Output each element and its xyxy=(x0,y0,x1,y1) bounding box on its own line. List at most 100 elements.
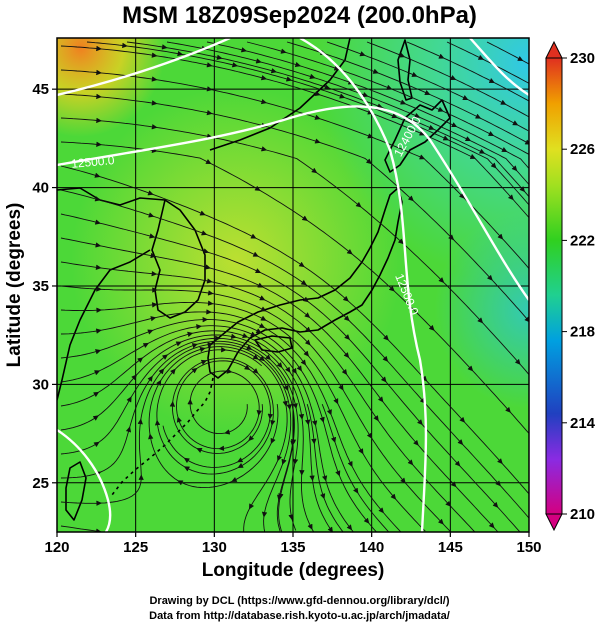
streamline-arrow xyxy=(309,73,316,79)
streamline-arrow xyxy=(147,329,154,335)
streamline-arrow xyxy=(338,384,344,391)
streamline-arrow xyxy=(408,195,414,202)
streamline-arrow xyxy=(497,458,503,465)
streamline-arrow xyxy=(191,367,198,374)
streamline-arrow xyxy=(299,469,305,476)
streamline-arrow xyxy=(261,146,268,152)
streamline-arrow xyxy=(515,359,521,365)
streamline-arrow xyxy=(94,219,101,225)
streamline-arrow xyxy=(519,186,526,193)
streamline-arrow xyxy=(151,302,158,308)
streamline-arrow xyxy=(278,493,284,500)
streamline-arrow xyxy=(201,230,208,236)
streamline-arrow xyxy=(95,349,102,355)
streamline-arrow xyxy=(343,352,350,359)
streamline-arrow xyxy=(488,78,495,83)
colorbar-scale xyxy=(545,57,563,515)
streamline xyxy=(60,525,105,532)
streamline-arrow xyxy=(391,113,398,119)
streamline-arrow xyxy=(428,125,435,130)
streamline-arrow xyxy=(314,138,321,144)
streamline-arrow xyxy=(400,477,406,484)
x-tick-label: 145 xyxy=(438,539,463,556)
streamline-arrow xyxy=(305,339,311,346)
streamline-arrow xyxy=(96,500,103,506)
streamline-arrow xyxy=(457,439,464,446)
streamline-arrow xyxy=(259,355,266,362)
streamline-arrow xyxy=(231,477,238,482)
streamline-arrow xyxy=(280,48,287,54)
x-tick-label: 150 xyxy=(516,539,541,556)
streamline-arrow xyxy=(151,100,158,106)
streamline-arrow xyxy=(292,458,299,465)
streamline-arrow xyxy=(359,51,366,57)
streamline-arrow xyxy=(137,418,143,425)
streamline-arrow xyxy=(95,264,102,270)
streamline-arrow xyxy=(505,407,511,413)
streamline-arrow xyxy=(500,100,507,105)
streamline xyxy=(60,285,452,532)
contour-line-1 xyxy=(57,38,231,97)
y-tick-label: 45 xyxy=(32,81,49,98)
streamline-arrow xyxy=(294,62,301,68)
streamline-arrow xyxy=(344,315,350,322)
streamline-arrow xyxy=(292,403,298,410)
streamline-arrow xyxy=(95,328,102,334)
streamline-arrow xyxy=(298,261,305,268)
streamline-arrow xyxy=(94,172,101,178)
streamline xyxy=(60,337,299,531)
streamline xyxy=(126,41,529,198)
streamline-arrow xyxy=(256,409,262,416)
streamline-arrow xyxy=(94,370,101,375)
streamline xyxy=(60,301,426,532)
streamline-arrow xyxy=(255,58,262,64)
x-axis-title: Longitude (degrees) xyxy=(202,560,385,581)
streamline-arrow xyxy=(152,287,158,293)
streamline-arrow xyxy=(207,300,214,306)
streamline-arrow xyxy=(244,364,251,370)
streamline-arrow xyxy=(183,466,190,472)
streamline-arrow xyxy=(214,335,221,341)
streamline-arrow xyxy=(524,139,529,145)
streamline-arrow xyxy=(398,238,404,245)
streamline-arrow xyxy=(232,62,239,68)
streamline-arrow xyxy=(347,461,353,468)
streamline-arrow xyxy=(314,114,321,120)
streamline-arrow xyxy=(367,133,374,139)
streamline-arrow xyxy=(459,417,466,423)
streamline-arrow xyxy=(255,328,262,334)
coastline-sakhalin xyxy=(397,39,413,101)
streamline-arrow xyxy=(150,253,157,259)
coastline-primorye xyxy=(209,38,351,151)
streamline-arrow xyxy=(311,438,317,445)
streamline-arrow xyxy=(226,368,233,374)
streamline-arrow xyxy=(497,233,504,240)
contour-line-2 xyxy=(57,105,529,301)
streamline-arrow xyxy=(479,149,486,154)
streamline-arrow xyxy=(305,419,311,426)
streamline-arrow xyxy=(93,415,99,421)
colorbar-tick-label: 230 xyxy=(570,50,595,67)
streamline-arrow xyxy=(156,379,162,386)
streamline-arrow xyxy=(250,233,257,239)
streamline-arrow xyxy=(283,385,289,392)
streamline-arrow xyxy=(176,416,182,423)
streamline xyxy=(60,45,529,218)
colorbar: 230 226 222 218 214 210 xyxy=(545,40,596,532)
streamline-arrow xyxy=(252,354,259,360)
streamline-arrow xyxy=(400,99,407,105)
streamline xyxy=(278,404,295,532)
streamline-arrow xyxy=(150,316,157,322)
streamline-arrow xyxy=(501,147,508,152)
streamline-arrow xyxy=(296,365,302,372)
streamline-arrow xyxy=(311,167,318,174)
streamline-arrow xyxy=(381,376,387,383)
streamline-arrow xyxy=(305,326,312,333)
streamline-arrow xyxy=(438,53,445,59)
streamline-arrow xyxy=(490,162,497,169)
streamline-arrow xyxy=(177,480,184,486)
streamline-arrow xyxy=(282,400,288,407)
streamline-arrow xyxy=(341,369,348,376)
streamline-arrow xyxy=(419,154,426,160)
streamline-arrow xyxy=(462,95,469,100)
